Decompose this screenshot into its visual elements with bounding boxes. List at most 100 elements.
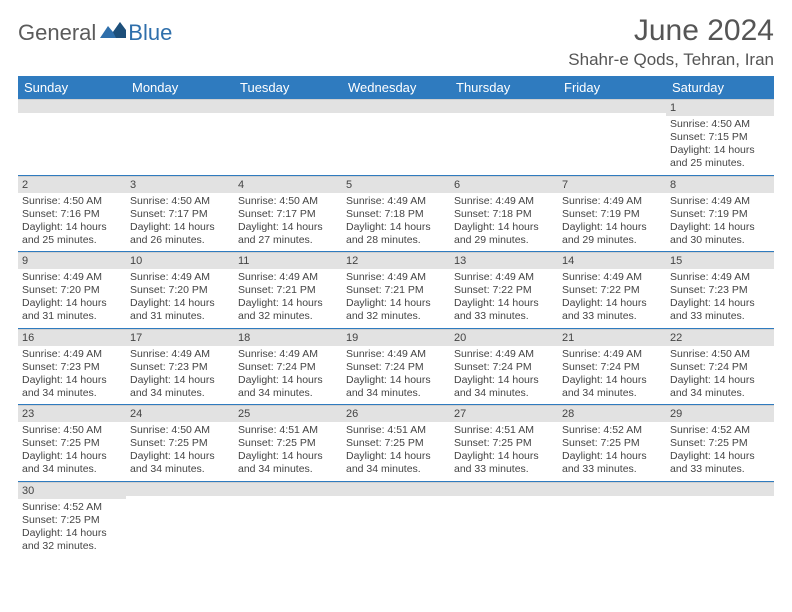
calendar-day-cell: 25Sunrise: 4:51 AMSunset: 7:25 PMDayligh… xyxy=(234,405,342,482)
sunrise-text: Sunrise: 4:51 AM xyxy=(454,424,554,437)
daylight-text: Daylight: 14 hours and 30 minutes. xyxy=(670,221,770,247)
calendar-week-row: 16Sunrise: 4:49 AMSunset: 7:23 PMDayligh… xyxy=(18,328,774,405)
sunrise-text: Sunrise: 4:51 AM xyxy=(346,424,446,437)
day-number xyxy=(18,99,126,113)
sunrise-text: Sunrise: 4:52 AM xyxy=(670,424,770,437)
calendar-day-cell xyxy=(558,481,666,557)
day-details: Sunrise: 4:49 AMSunset: 7:24 PMDaylight:… xyxy=(558,346,666,405)
daylight-text: Daylight: 14 hours and 34 minutes. xyxy=(238,450,338,476)
sunrise-text: Sunrise: 4:49 AM xyxy=(130,348,230,361)
sunset-text: Sunset: 7:24 PM xyxy=(670,361,770,374)
day-details: Sunrise: 4:50 AMSunset: 7:24 PMDaylight:… xyxy=(666,346,774,405)
day-number: 26 xyxy=(342,405,450,422)
day-number: 25 xyxy=(234,405,342,422)
sunset-text: Sunset: 7:21 PM xyxy=(238,284,338,297)
day-details: Sunrise: 4:49 AMSunset: 7:19 PMDaylight:… xyxy=(558,193,666,252)
sunset-text: Sunset: 7:20 PM xyxy=(22,284,122,297)
sunset-text: Sunset: 7:23 PM xyxy=(670,284,770,297)
sunset-text: Sunset: 7:18 PM xyxy=(346,208,446,221)
sunrise-text: Sunrise: 4:50 AM xyxy=(130,195,230,208)
day-number: 8 xyxy=(666,176,774,193)
day-details: Sunrise: 4:49 AMSunset: 7:19 PMDaylight:… xyxy=(666,193,774,252)
sunset-text: Sunset: 7:15 PM xyxy=(670,131,770,144)
header: General Blue June 2024 Shahr-e Qods, Teh… xyxy=(18,14,774,70)
calendar-week-row: 1Sunrise: 4:50 AMSunset: 7:15 PMDaylight… xyxy=(18,99,774,175)
sunrise-text: Sunrise: 4:49 AM xyxy=(562,348,662,361)
calendar-day-cell xyxy=(126,99,234,175)
sunrise-text: Sunrise: 4:49 AM xyxy=(454,271,554,284)
day-details: Sunrise: 4:49 AMSunset: 7:18 PMDaylight:… xyxy=(450,193,558,252)
day-details: Sunrise: 4:50 AMSunset: 7:17 PMDaylight:… xyxy=(126,193,234,252)
day-number: 1 xyxy=(666,99,774,116)
daylight-text: Daylight: 14 hours and 29 minutes. xyxy=(562,221,662,247)
sunset-text: Sunset: 7:25 PM xyxy=(454,437,554,450)
logo-mark-icon xyxy=(100,20,126,38)
daylight-text: Daylight: 14 hours and 34 minutes. xyxy=(670,374,770,400)
calendar-day-cell: 12Sunrise: 4:49 AMSunset: 7:21 PMDayligh… xyxy=(342,252,450,329)
sunrise-text: Sunrise: 4:49 AM xyxy=(22,348,122,361)
sunset-text: Sunset: 7:25 PM xyxy=(562,437,662,450)
sunrise-text: Sunrise: 4:49 AM xyxy=(346,348,446,361)
calendar-day-cell: 26Sunrise: 4:51 AMSunset: 7:25 PMDayligh… xyxy=(342,405,450,482)
calendar-day-cell xyxy=(342,99,450,175)
calendar-day-cell: 5Sunrise: 4:49 AMSunset: 7:18 PMDaylight… xyxy=(342,175,450,252)
calendar-day-cell: 4Sunrise: 4:50 AMSunset: 7:17 PMDaylight… xyxy=(234,175,342,252)
day-number: 23 xyxy=(18,405,126,422)
daylight-text: Daylight: 14 hours and 33 minutes. xyxy=(670,450,770,476)
daylight-text: Daylight: 14 hours and 29 minutes. xyxy=(454,221,554,247)
day-number: 11 xyxy=(234,252,342,269)
sunrise-text: Sunrise: 4:49 AM xyxy=(238,271,338,284)
sunrise-text: Sunrise: 4:49 AM xyxy=(562,195,662,208)
calendar-day-cell: 19Sunrise: 4:49 AMSunset: 7:24 PMDayligh… xyxy=(342,328,450,405)
calendar-day-cell xyxy=(450,99,558,175)
day-number xyxy=(234,482,342,496)
sunset-text: Sunset: 7:24 PM xyxy=(454,361,554,374)
calendar-week-row: 9Sunrise: 4:49 AMSunset: 7:20 PMDaylight… xyxy=(18,252,774,329)
calendar-week-row: 2Sunrise: 4:50 AMSunset: 7:16 PMDaylight… xyxy=(18,175,774,252)
calendar-day-cell xyxy=(666,481,774,557)
day-details: Sunrise: 4:49 AMSunset: 7:22 PMDaylight:… xyxy=(558,269,666,328)
calendar-day-cell: 6Sunrise: 4:49 AMSunset: 7:18 PMDaylight… xyxy=(450,175,558,252)
day-details: Sunrise: 4:49 AMSunset: 7:20 PMDaylight:… xyxy=(18,269,126,328)
day-number xyxy=(234,99,342,113)
calendar-day-cell: 13Sunrise: 4:49 AMSunset: 7:22 PMDayligh… xyxy=(450,252,558,329)
daylight-text: Daylight: 14 hours and 34 minutes. xyxy=(454,374,554,400)
calendar-day-cell: 11 Sunrise: 4:49 AMSunset: 7:21 PMDayligh… xyxy=(234,252,342,329)
calendar-day-cell: 30Sunrise: 4:52 AMSunset: 7:25 PMDayligh… xyxy=(18,481,126,557)
day-number: 14 xyxy=(558,252,666,269)
daylight-text: Daylight: 14 hours and 34 minutes. xyxy=(238,374,338,400)
sunset-text: Sunset: 7:23 PM xyxy=(130,361,230,374)
day-details: Sunrise: 4:50 AMSunset: 7:16 PMDaylight:… xyxy=(18,193,126,252)
calendar-day-cell: 24Sunrise: 4:50 AMSunset: 7:25 PMDayligh… xyxy=(126,405,234,482)
day-details: Sunrise: 4:49 AMSunset: 7:21 PMDaylight:… xyxy=(342,269,450,328)
sunrise-text: Sunrise: 4:50 AM xyxy=(670,348,770,361)
sunrise-text: Sunrise: 4:50 AM xyxy=(22,424,122,437)
weekday-header-row: Sunday Monday Tuesday Wednesday Thursday… xyxy=(18,76,774,99)
weekday-header: Monday xyxy=(126,76,234,99)
daylight-text: Daylight: 14 hours and 32 minutes. xyxy=(238,297,338,323)
calendar-day-cell xyxy=(342,481,450,557)
sunset-text: Sunset: 7:23 PM xyxy=(22,361,122,374)
sunset-text: Sunset: 7:19 PM xyxy=(562,208,662,221)
calendar-day-cell: 28Sunrise: 4:52 AMSunset: 7:25 PMDayligh… xyxy=(558,405,666,482)
calendar-week-row: 30Sunrise: 4:52 AMSunset: 7:25 PMDayligh… xyxy=(18,481,774,557)
sunrise-text: Sunrise: 4:49 AM xyxy=(346,195,446,208)
daylight-text: Daylight: 14 hours and 31 minutes. xyxy=(22,297,122,323)
daylight-text: Daylight: 14 hours and 34 minutes. xyxy=(22,450,122,476)
calendar-day-cell: 18Sunrise: 4:49 AMSunset: 7:24 PMDayligh… xyxy=(234,328,342,405)
calendar-day-cell: 20Sunrise: 4:49 AMSunset: 7:24 PMDayligh… xyxy=(450,328,558,405)
sunset-text: Sunset: 7:16 PM xyxy=(22,208,122,221)
day-number: 13 xyxy=(450,252,558,269)
daylight-text: Daylight: 14 hours and 33 minutes. xyxy=(670,297,770,323)
sunset-text: Sunset: 7:18 PM xyxy=(454,208,554,221)
day-details: Sunrise: 4:50 AMSunset: 7:15 PMDaylight:… xyxy=(666,116,774,175)
day-number: 3 xyxy=(126,176,234,193)
day-details: Sunrise: 4:51 AMSunset: 7:25 PMDaylight:… xyxy=(234,422,342,481)
sunset-text: Sunset: 7:24 PM xyxy=(346,361,446,374)
calendar-day-cell: 14Sunrise: 4:49 AMSunset: 7:22 PMDayligh… xyxy=(558,252,666,329)
day-number: 18 xyxy=(234,329,342,346)
calendar-day-cell: 22Sunrise: 4:50 AMSunset: 7:24 PMDayligh… xyxy=(666,328,774,405)
day-number xyxy=(342,482,450,496)
calendar-day-cell: 8Sunrise: 4:49 AMSunset: 7:19 PMDaylight… xyxy=(666,175,774,252)
calendar-day-cell xyxy=(126,481,234,557)
